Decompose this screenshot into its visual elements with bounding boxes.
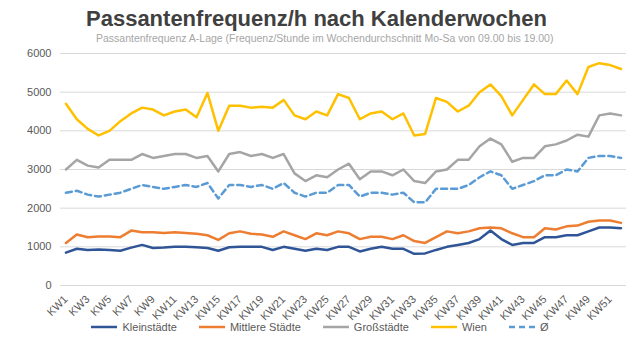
- svg-text:KW3: KW3: [66, 293, 91, 318]
- html-text:Passantenfrequenz/h nach Kalen: Passantenfrequenz/h nach Kalenderwochen: [86, 6, 547, 31]
- svg-text:KW51: KW51: [584, 293, 614, 321]
- svg-text:KW5: KW5: [88, 293, 113, 318]
- svg-text:3000: 3000: [27, 163, 51, 175]
- svg-text:6000: 6000: [27, 47, 51, 59]
- svg-text:KW1: KW1: [45, 293, 70, 318]
- html-text:Ø: Ø: [539, 321, 549, 333]
- html-text:Kleinstädte: Kleinstädte: [122, 321, 177, 333]
- html-text:Mittlere Städte: Mittlere Städte: [229, 321, 301, 333]
- svg-text:2000: 2000: [27, 202, 51, 214]
- svg-text:5000: 5000: [27, 86, 51, 98]
- svg-text:1000: 1000: [27, 240, 51, 252]
- svg-text:KW9: KW9: [131, 292, 157, 319]
- svg-text:KW7: KW7: [110, 293, 135, 318]
- html-text:Wien: Wien: [461, 321, 487, 333]
- svg-text:4000: 4000: [27, 124, 51, 136]
- html-text:Großstädte: Großstädte: [353, 321, 409, 333]
- svg-text:0: 0: [45, 279, 51, 291]
- html-text:Passantenfrequenz A-Lage (Freq: Passantenfrequenz A-Lage (Frequenz/Stund…: [96, 32, 554, 44]
